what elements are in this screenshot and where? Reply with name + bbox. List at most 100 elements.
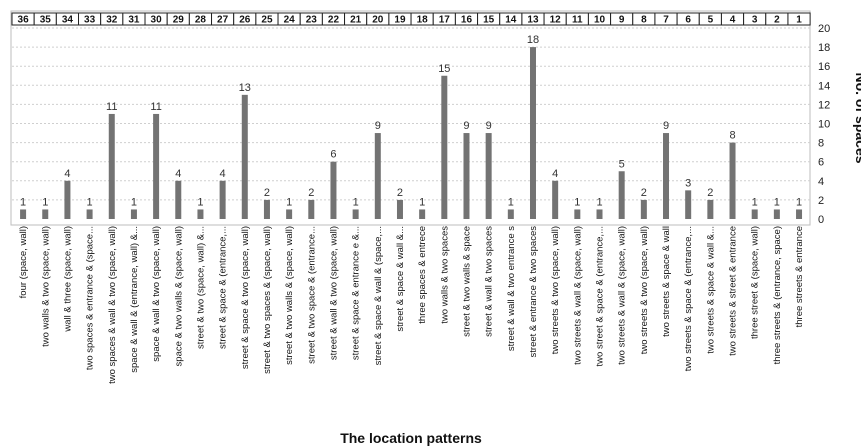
bar xyxy=(197,209,204,219)
pattern-number: 18 xyxy=(417,15,429,26)
bar xyxy=(108,113,115,219)
pattern-number: 32 xyxy=(106,15,118,26)
bar xyxy=(241,94,248,219)
category-label: two streets & wall & (space, wall) xyxy=(617,226,628,365)
pattern-number: 10 xyxy=(594,15,606,26)
bar xyxy=(374,133,381,219)
pattern-number: 15 xyxy=(483,15,495,26)
category-label: two walls & two (space, wall) xyxy=(40,226,51,347)
category-label: street & space & (entrance,... xyxy=(218,226,229,349)
bar xyxy=(263,199,270,219)
category-label: two spaces & wall & two (space, wall) xyxy=(107,226,118,384)
category-label: street & two spaces & (space, wall) xyxy=(262,226,273,374)
bar xyxy=(529,47,536,219)
y-tick-label: 2 xyxy=(818,195,824,207)
category-label: street & wall & two (space, wall) xyxy=(328,226,339,360)
bar-value-label: 4 xyxy=(220,168,226,180)
pattern-number: 8 xyxy=(641,15,647,26)
pattern-number: 27 xyxy=(217,15,229,26)
bar-value-label: 2 xyxy=(641,187,647,199)
y-tick-label: 6 xyxy=(818,157,824,169)
pattern-number: 29 xyxy=(173,15,185,26)
bar xyxy=(219,180,226,219)
bar-value-label: 2 xyxy=(308,187,314,199)
bar-value-label: 1 xyxy=(774,196,780,208)
category-label: street & entrance & two spaces xyxy=(528,226,539,358)
bar-value-label: 9 xyxy=(375,120,381,132)
category-label: two streets & space & (entrance,... xyxy=(683,226,694,371)
y-tick-label: 4 xyxy=(818,176,824,188)
bar-value-label: 18 xyxy=(527,34,539,46)
bar xyxy=(20,209,27,219)
y-tick-label: 10 xyxy=(818,119,830,131)
bar-value-label: 5 xyxy=(619,158,625,170)
bar-value-label: 2 xyxy=(707,187,713,199)
bar xyxy=(751,209,758,219)
pattern-number-row: 36 35 34 33 32 31 30 29 28 27 26 25 24 23 22 21 20 19 18 17… xyxy=(11,12,811,26)
pattern-number: 20 xyxy=(372,15,384,26)
category-label: two streets & space & wall xyxy=(661,226,672,337)
bar xyxy=(618,171,625,219)
pattern-number: 24 xyxy=(284,15,296,26)
category-label: street & two walls & (space, wall) xyxy=(284,226,295,365)
bar-value-label: 1 xyxy=(197,196,203,208)
category-label: street & two space & (entrance... xyxy=(306,226,317,364)
bar xyxy=(441,75,448,219)
pattern-number: 17 xyxy=(439,15,451,26)
grid-lines xyxy=(12,27,811,201)
pattern-number: 16 xyxy=(461,15,473,26)
category-label: street & space & wall &... xyxy=(395,226,406,332)
category-label: street & two walls & space xyxy=(461,226,472,337)
category-label: three spaces & entrece xyxy=(417,226,428,324)
bar xyxy=(596,209,603,219)
bar xyxy=(419,209,426,219)
bar-value-label: 8 xyxy=(729,130,735,142)
bars xyxy=(20,47,803,219)
category-label: street & wall & two entrance s xyxy=(506,226,517,351)
bar xyxy=(640,199,647,219)
pattern-number-cell xyxy=(787,12,811,26)
bar xyxy=(463,133,470,219)
category-label: three streets & (entrance, space) xyxy=(772,226,783,364)
bar xyxy=(707,199,714,219)
pattern-number: 12 xyxy=(550,15,562,26)
pattern-number: 14 xyxy=(505,15,517,26)
bar-value-label: 1 xyxy=(508,196,514,208)
category-label: two streets & space & wall &... xyxy=(705,226,716,354)
bar-value-label: 1 xyxy=(20,196,26,208)
y-tick-label: 0 xyxy=(818,214,824,226)
bar-value-label: 11 xyxy=(106,101,117,113)
category-label: two streets & two (space, wall) xyxy=(550,226,561,354)
category-label: three streets & entrance xyxy=(794,226,805,327)
bar-value-label: 1 xyxy=(796,196,802,208)
pattern-number: 1 xyxy=(796,15,802,26)
pattern-number: 6 xyxy=(685,15,691,26)
pattern-number: 26 xyxy=(239,15,251,26)
pattern-number: 5 xyxy=(708,15,714,26)
bar xyxy=(352,209,359,219)
category-label: two streets & wall & (space, wall) xyxy=(572,226,583,365)
y-tick-label: 8 xyxy=(818,138,824,150)
y-tick-label: 20 xyxy=(818,23,830,35)
bar-value-label: 6 xyxy=(330,149,336,161)
category-label: four (space, wall) xyxy=(18,226,29,298)
bar-value-label: 9 xyxy=(663,120,669,132)
bar-value-label: 13 xyxy=(239,82,251,94)
bar xyxy=(552,180,559,219)
y-axis-title: No. of spaces xyxy=(853,72,861,163)
bar xyxy=(663,133,670,219)
bar xyxy=(685,190,692,219)
pattern-number: 19 xyxy=(394,15,406,26)
pattern-number: 4 xyxy=(730,15,736,26)
bar xyxy=(64,180,71,219)
category-label: two spaces & entrance & (space... xyxy=(85,226,96,370)
category-label: space & wall & (entrance, wall) &... xyxy=(129,226,140,373)
pattern-number: 9 xyxy=(619,15,625,26)
category-label: two streets & street & entrance xyxy=(728,226,739,356)
plot-frame xyxy=(10,10,811,226)
category-label: space & two walls & (space, wall) xyxy=(173,226,184,366)
pattern-number: 31 xyxy=(128,15,140,26)
category-label: street & space & entrance e &... xyxy=(351,226,362,360)
